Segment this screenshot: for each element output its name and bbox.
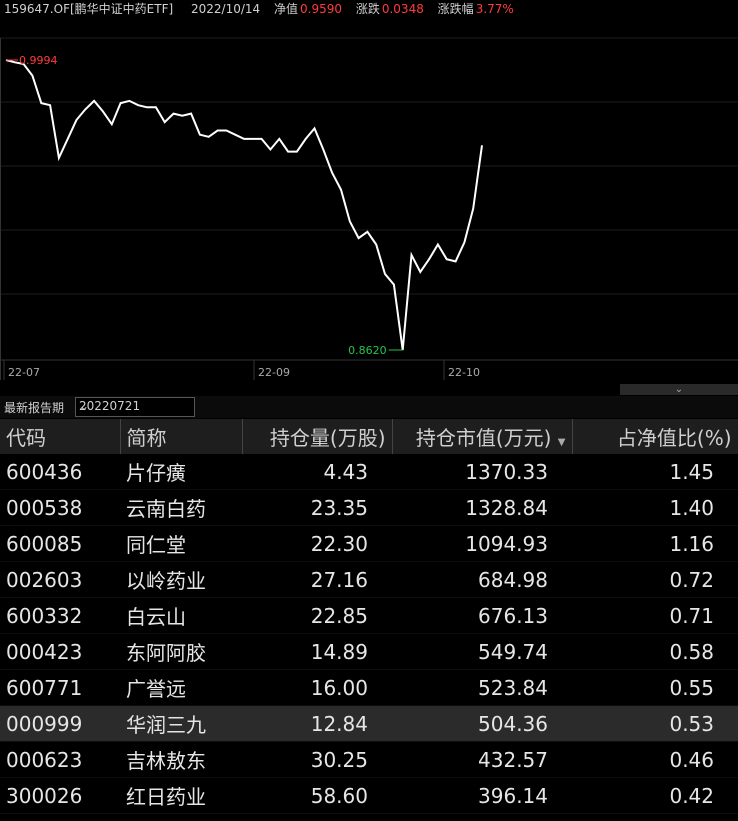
expand-chevron-icon[interactable]: ⌄ [620, 384, 738, 395]
sort-desc-icon: ▼ [557, 437, 566, 448]
cell-ratio: 0.71 [572, 597, 738, 634]
cell-value: 1370.33 [392, 454, 572, 490]
cell-value: 1328.84 [392, 489, 572, 526]
cell-value: 1094.93 [392, 525, 572, 562]
cell-shares: 22.30 [242, 525, 392, 562]
chevron-down-icon: ⌄ [79, 399, 90, 413]
fund-code: 159647.OF[鹏华中证中药ETF] [4, 2, 174, 16]
col-header-value[interactable]: 持仓市值(万元) ▼ [392, 419, 573, 454]
cell-name: 东阿阿胶 [120, 633, 242, 670]
cell-ratio: 0.55 [572, 669, 738, 706]
cell-name: 吉林敖东 [120, 741, 242, 778]
cell-name: 华润三九 [120, 705, 242, 742]
col-header-code[interactable]: 代码 [0, 419, 121, 454]
cell-ratio: 1.40 [572, 489, 738, 526]
cell-shares: 27.16 [242, 561, 392, 598]
report-toolbar: 最新报告期 20220721 ⌄ [0, 396, 738, 418]
table-row[interactable]: 600771 广誉远 16.00 523.84 0.55 [0, 669, 738, 706]
cell-name: 云南白药 [120, 489, 242, 526]
cell-value: 684.98 [392, 561, 572, 598]
cell-value: 523.84 [392, 669, 572, 706]
cell-code: 000623 [0, 741, 120, 778]
nav-value: 0.9590 [300, 2, 342, 16]
cell-ratio: 0.58 [572, 633, 738, 670]
cell-code: 000999 [0, 705, 120, 742]
x-tick-label: 22-07 [8, 366, 40, 379]
cell-value: 396.14 [392, 777, 572, 814]
cell-name: 片仔癀 [120, 454, 242, 490]
cell-ratio: 0.72 [572, 561, 738, 598]
cell-name: 广誉远 [120, 669, 242, 706]
cell-shares: 22.85 [242, 597, 392, 634]
cell-ratio: 0.53 [572, 705, 738, 742]
col-header-value-label: 持仓市值(万元) [415, 426, 552, 450]
holdings-table: 代码 简称 持仓量(万股) 持仓市值(万元) ▼ 占净值比(%) 600436 片… [0, 419, 738, 814]
cell-code: 600085 [0, 525, 120, 562]
cell-shares: 16.00 [242, 669, 392, 706]
cell-value: 676.13 [392, 597, 572, 634]
nav-label: 净值 [273, 2, 298, 16]
cell-name: 以岭药业 [120, 561, 242, 598]
quote-date: 2022/10/14 [190, 2, 261, 16]
fund-header: 159647.OF[鹏华中证中药ETF] 2022/10/14 净值 0.9590… [0, 0, 738, 18]
x-tick-label: 22-10 [448, 366, 480, 379]
table-row[interactable]: 600085 同仁堂 22.30 1094.93 1.16 [0, 525, 738, 562]
cell-ratio: 1.45 [572, 454, 738, 490]
table-row[interactable]: 600332 白云山 22.85 676.13 0.71 [0, 597, 738, 634]
table-row[interactable]: 600436 片仔癀 4.43 1370.33 1.45 [0, 454, 738, 490]
cell-code: 300026 [0, 777, 120, 814]
cell-name: 白云山 [120, 597, 242, 634]
report-period-value: 20220721 [79, 399, 141, 413]
table-row[interactable]: 300026 红日药业 58.60 396.14 0.42 [0, 777, 738, 814]
table-row[interactable]: 002603 以岭药业 27.16 684.98 0.72 [0, 561, 738, 598]
cell-shares: 23.35 [242, 489, 392, 526]
nav-line-chart[interactable]: 22-07 22-09 22-10 0.9994 0.8620 [0, 20, 738, 382]
cell-value: 432.57 [392, 741, 572, 778]
cell-shares: 30.25 [242, 741, 392, 778]
max-value-label: 0.9994 [19, 54, 58, 67]
report-period-select[interactable]: 20220721 ⌄ [75, 397, 195, 417]
cell-code: 000423 [0, 633, 120, 670]
cell-shares: 58.60 [242, 777, 392, 814]
cell-code: 600332 [0, 597, 120, 634]
report-period-label: 最新报告期 [4, 401, 65, 415]
cell-value: 504.36 [392, 705, 572, 742]
cell-shares: 14.89 [242, 633, 392, 670]
cell-code: 000538 [0, 489, 120, 526]
col-header-ratio[interactable]: 占净值比(%) [572, 419, 738, 454]
cell-ratio: 0.46 [572, 741, 738, 778]
change-label: 涨跌 [355, 2, 380, 16]
cell-name: 红日药业 [120, 777, 242, 814]
table-row[interactable]: 000623 吉林敖东 30.25 432.57 0.46 [0, 741, 738, 778]
pct-value: 3.77% [475, 2, 514, 16]
change-value: 0.0348 [381, 2, 424, 16]
min-value-label: 0.8620 [348, 344, 387, 357]
nav-series-line [5, 59, 483, 351]
table-row[interactable]: 000999 华润三九 12.84 504.36 0.53 [0, 705, 738, 742]
cell-code: 600436 [0, 454, 120, 490]
pct-label: 涨跌幅 [437, 2, 474, 16]
cell-name: 同仁堂 [120, 525, 242, 562]
cell-ratio: 0.42 [572, 777, 738, 814]
col-header-name[interactable]: 简称 [120, 419, 243, 454]
cell-code: 600771 [0, 669, 120, 706]
col-header-shares[interactable]: 持仓量(万股) [242, 419, 393, 454]
table-header-row: 代码 简称 持仓量(万股) 持仓市值(万元) ▼ 占净值比(%) [0, 419, 738, 454]
cell-code: 002603 [0, 561, 120, 598]
x-tick-label: 22-09 [258, 366, 290, 379]
cell-shares: 12.84 [242, 705, 392, 742]
cell-ratio: 1.16 [572, 525, 738, 562]
table-row[interactable]: 000423 东阿阿胶 14.89 549.74 0.58 [0, 633, 738, 670]
cell-shares: 4.43 [242, 454, 392, 490]
table-row[interactable]: 000538 云南白药 23.35 1328.84 1.40 [0, 489, 738, 526]
cell-value: 549.74 [392, 633, 572, 670]
